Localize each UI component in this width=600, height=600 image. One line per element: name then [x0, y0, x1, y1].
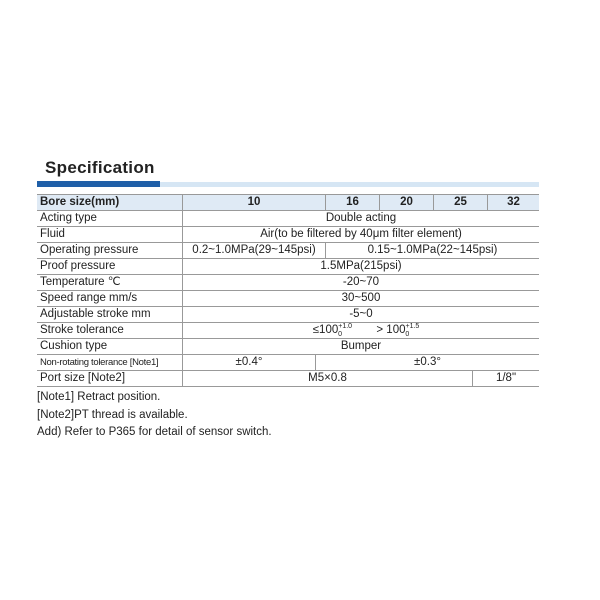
table-row: Non-rotating tolerance [Note1] ±0.4° ±0.…	[37, 355, 539, 371]
row-value: ±0.4°	[235, 356, 263, 368]
row-value: 0.15~1.0MPa(22~145psi)	[325, 243, 539, 258]
stroke-tol-b: > 100	[376, 324, 406, 336]
header-label: Bore size(mm)	[37, 195, 183, 210]
row-value: 1/8"	[472, 371, 539, 386]
note-add: Add) Refer to P365 for detail of sensor …	[37, 426, 272, 438]
row-value: M5×0.8	[308, 372, 347, 384]
table-row: Operating pressure 0.2~1.0MPa(29~145psi)…	[37, 243, 539, 259]
row-value: Air(to be filtered by 40μm filter elemen…	[260, 228, 462, 240]
row-label: Operating pressure	[37, 243, 183, 258]
table-row: Fluid Air(to be filtered by 40μm filter …	[37, 227, 539, 243]
table-row: Temperature ℃ -20~70	[37, 275, 539, 291]
row-label: Proof pressure	[37, 259, 183, 274]
stroke-tol-b-lower: 0	[405, 331, 410, 339]
notes: [Note1] Retract position. [Note2]PT thre…	[37, 389, 272, 442]
stroke-tol-a: ≤100	[312, 324, 339, 336]
stroke-tol-a-lower: 0	[338, 331, 342, 339]
row-label: Acting type	[37, 211, 183, 226]
bore-20: 20	[379, 195, 433, 210]
table-header-row: Bore size(mm) 10 16 20 25 32	[37, 195, 539, 211]
table-row: Cushion type Bumper	[37, 339, 539, 355]
row-label: Fluid	[37, 227, 183, 242]
spec-table: Bore size(mm) 10 16 20 25 32 Acting type…	[37, 194, 539, 387]
bore-16: 16	[325, 195, 379, 210]
row-label: Adjustable stroke mm	[37, 307, 183, 322]
table-row: Port size [Note2] M5×0.8 1/8"	[37, 371, 539, 387]
table-row: Stroke tolerance ≤100+1.00 > 100+1.50	[37, 323, 539, 339]
row-value: 1.5MPa(215psi)	[320, 260, 402, 272]
row-value: ±0.3°	[315, 355, 539, 370]
row-label: Port size [Note2]	[37, 371, 183, 386]
page-title: Specification	[45, 158, 155, 177]
table-row: Acting type Double acting	[37, 211, 539, 227]
table-row: Proof pressure 1.5MPa(215psi)	[37, 259, 539, 275]
row-value: -5~0	[349, 308, 373, 320]
stroke-tol-a-upper: +1.0	[338, 323, 353, 331]
row-label: Cushion type	[37, 339, 183, 354]
row-label: Speed range mm/s	[37, 291, 183, 306]
bore-10: 10	[247, 196, 261, 208]
row-value: Bumper	[340, 340, 382, 352]
row-value: ≤100+1.00 > 100+1.50	[183, 323, 539, 338]
row-value: Double acting	[325, 212, 397, 224]
note-2: [Note2]PT thread is available.	[37, 408, 188, 421]
bore-32: 32	[487, 195, 539, 210]
title-underline	[160, 182, 539, 187]
table-row: Adjustable stroke mm -5~0	[37, 307, 539, 323]
table-row: Speed range mm/s 30~500	[37, 291, 539, 307]
note-1: [Note1] Retract position.	[37, 391, 161, 403]
title-underline-accent	[37, 181, 160, 187]
stroke-tol-b-upper: +1.5	[405, 323, 420, 331]
row-value: 30~500	[341, 292, 381, 304]
row-label: Temperature ℃	[37, 275, 183, 290]
row-label: Non-rotating tolerance [Note1]	[37, 355, 183, 370]
row-value: -20~70	[342, 276, 380, 288]
bore-25: 25	[433, 195, 487, 210]
row-value: 0.2~1.0MPa(29~145psi)	[192, 244, 316, 256]
row-label: Stroke tolerance	[37, 323, 183, 338]
